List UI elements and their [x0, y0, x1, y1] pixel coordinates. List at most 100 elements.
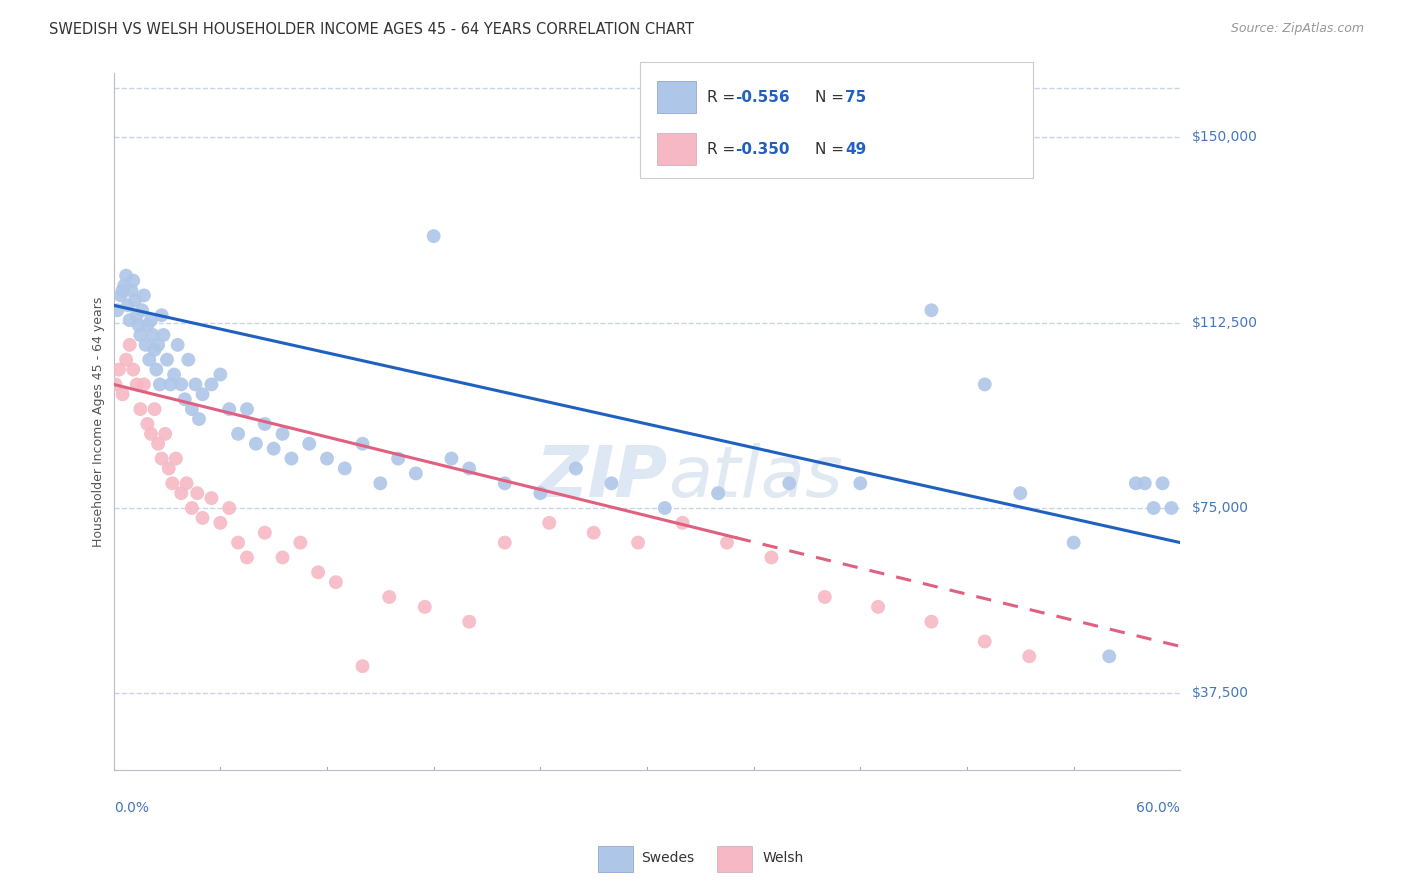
Point	[131, 303, 153, 318]
Point	[104, 377, 127, 392]
Point	[538, 516, 561, 530]
Point	[180, 501, 202, 516]
Point	[920, 615, 942, 629]
Point	[132, 377, 155, 392]
Point	[761, 550, 783, 565]
Point	[422, 229, 444, 244]
Point	[271, 550, 294, 565]
Point	[115, 352, 138, 367]
Point	[352, 659, 374, 673]
Point	[849, 476, 872, 491]
Text: $150,000: $150,000	[1191, 130, 1257, 145]
Text: Source: ZipAtlas.com: Source: ZipAtlas.com	[1230, 22, 1364, 36]
Point	[125, 377, 148, 392]
Point	[378, 590, 401, 604]
Point	[1063, 535, 1085, 549]
Point	[120, 284, 142, 298]
Point	[173, 392, 195, 407]
Point	[271, 426, 294, 441]
Point	[146, 436, 169, 450]
Point	[236, 550, 259, 565]
Text: -0.556: -0.556	[735, 90, 790, 104]
Point	[152, 328, 174, 343]
Text: 75: 75	[845, 90, 866, 104]
Point	[868, 599, 890, 614]
Point	[177, 352, 200, 367]
Point	[124, 293, 146, 308]
Point	[139, 426, 162, 441]
Point	[494, 476, 516, 491]
Point	[600, 476, 623, 491]
Point	[149, 377, 172, 392]
Point	[370, 476, 392, 491]
Point	[209, 516, 232, 530]
Text: $112,500: $112,500	[1191, 316, 1257, 330]
Point	[105, 303, 128, 318]
Point	[1133, 476, 1156, 491]
Point	[405, 467, 427, 481]
Point	[307, 566, 329, 580]
Point	[111, 387, 134, 401]
Point	[115, 268, 138, 283]
Point	[170, 486, 193, 500]
Point	[209, 368, 232, 382]
Point	[142, 328, 165, 343]
Text: ZIP: ZIP	[536, 442, 668, 512]
Point	[529, 486, 551, 500]
Point	[139, 313, 162, 327]
Point	[458, 461, 481, 475]
Point	[111, 284, 134, 298]
Point	[263, 442, 285, 456]
Point	[290, 535, 312, 549]
Point	[138, 352, 160, 367]
Point	[1125, 476, 1147, 491]
Point	[150, 451, 173, 466]
Point	[226, 426, 249, 441]
Text: N =: N =	[815, 90, 849, 104]
Text: -0.350: -0.350	[735, 142, 790, 157]
Point	[136, 417, 159, 431]
Text: N =: N =	[815, 142, 849, 157]
Point	[122, 362, 145, 376]
Point	[814, 590, 837, 604]
Point	[191, 387, 214, 401]
Point	[163, 368, 186, 382]
Point	[973, 377, 995, 392]
Point	[125, 308, 148, 322]
Point	[156, 352, 179, 367]
Point	[108, 362, 131, 376]
Point	[143, 402, 166, 417]
Point	[155, 426, 177, 441]
Point	[218, 501, 240, 516]
Point	[150, 308, 173, 322]
Point	[129, 328, 152, 343]
Point	[117, 298, 139, 312]
Point	[188, 412, 211, 426]
Point	[1152, 476, 1174, 491]
Point	[671, 516, 693, 530]
Text: Welsh: Welsh	[762, 851, 803, 865]
Point	[136, 318, 159, 332]
Point	[118, 313, 141, 327]
Point	[110, 288, 132, 302]
Point	[180, 402, 202, 417]
Point	[166, 338, 188, 352]
Point	[333, 461, 356, 475]
Text: 60.0%: 60.0%	[1136, 800, 1180, 814]
Point	[627, 535, 650, 549]
Point	[186, 486, 208, 500]
Text: $75,000: $75,000	[1191, 501, 1249, 515]
Point	[280, 451, 302, 466]
Point	[253, 525, 276, 540]
Text: 0.0%: 0.0%	[114, 800, 149, 814]
Point	[218, 402, 240, 417]
Point	[352, 436, 374, 450]
Point	[253, 417, 276, 431]
Point	[112, 278, 135, 293]
Point	[118, 338, 141, 352]
Point	[157, 461, 180, 475]
Text: SWEDISH VS WELSH HOUSEHOLDER INCOME AGES 45 - 64 YEARS CORRELATION CHART: SWEDISH VS WELSH HOUSEHOLDER INCOME AGES…	[49, 22, 695, 37]
Point	[184, 377, 207, 392]
Point	[176, 476, 198, 491]
Point	[1160, 501, 1182, 516]
